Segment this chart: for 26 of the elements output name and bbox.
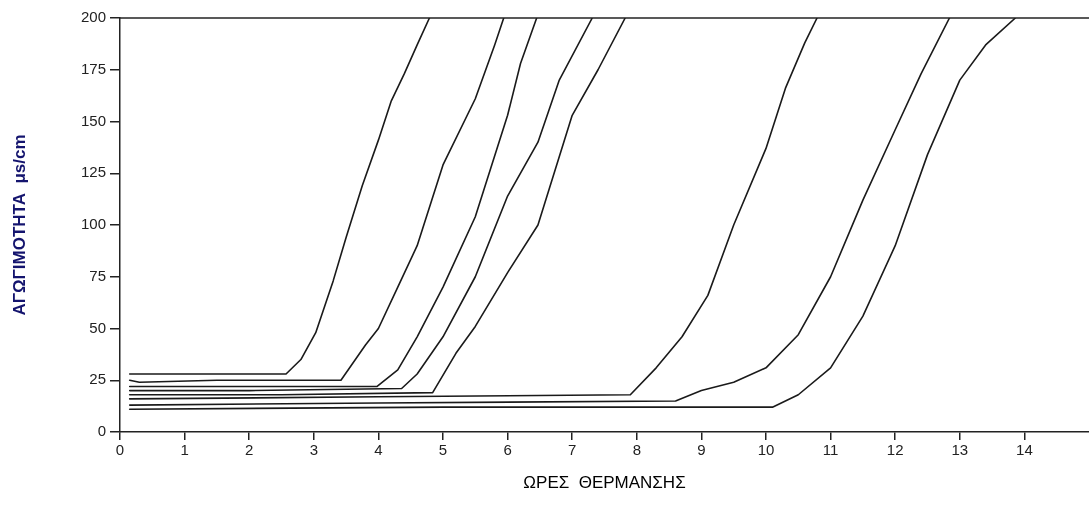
x-tick-label: 7 (568, 441, 577, 459)
y-axis-title: ΑΓΩΓΙΜΟΤΗΤΑ μs/cm (9, 134, 29, 316)
y-tick-label: 25 (89, 370, 106, 388)
y-tick-label: 50 (89, 318, 106, 336)
x-tick-label: 4 (374, 441, 383, 459)
x-tick-label: 11 (822, 441, 839, 459)
x-tick-label: 3 (309, 441, 318, 459)
x-tick-label: 6 (503, 441, 512, 459)
y-tick-label: 75 (89, 266, 106, 284)
y-tick-label: 100 (80, 215, 106, 233)
x-tick-label: 12 (886, 441, 904, 459)
x-tick-label: 10 (757, 441, 775, 459)
x-tick-label: 1 (180, 441, 189, 459)
x-tick-label: 14 (1016, 441, 1033, 459)
x-tick-label: 13 (951, 441, 969, 459)
y-tick-label: 0 (97, 422, 106, 440)
y-tick-label: 200 (80, 8, 106, 26)
x-tick-label: 0 (115, 441, 125, 459)
x-tick-label: 8 (632, 441, 641, 459)
x-tick-label: 5 (438, 441, 448, 459)
x-tick-label: 9 (697, 441, 706, 459)
x-tick-label: 2 (245, 441, 254, 459)
y-tick-label: 125 (80, 163, 106, 181)
y-tick-label: 175 (80, 59, 106, 77)
y-tick-label: 150 (80, 111, 106, 129)
x-axis-title: ΩΡΕΣ ΘΕΡΜΑΝΣΗΣ (523, 473, 686, 493)
